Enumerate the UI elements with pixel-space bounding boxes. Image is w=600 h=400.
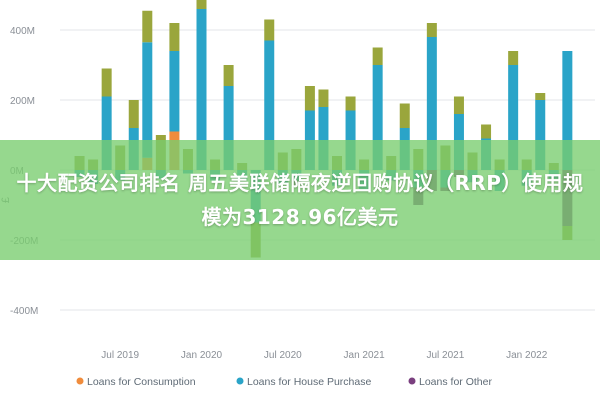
bar-loans-for-house-purchase (142, 42, 153, 158)
x-tick-label: Jul 2021 (426, 350, 464, 361)
bar-loans-for-house-purchase (535, 100, 546, 170)
bar-loans-for-house-purchase (101, 96, 112, 170)
x-tick-label: Jul 2020 (264, 350, 302, 361)
bar-loans-for-house-purchase (264, 40, 275, 170)
bar-total (142, 10, 153, 43)
bar-total (426, 23, 437, 37)
legend: Loans for Consumption Loans for House Pur… (76, 376, 492, 388)
bar-total (372, 47, 383, 65)
bar-total (508, 51, 519, 65)
bar-total (223, 65, 234, 86)
bar-total (399, 103, 410, 128)
bar-total (345, 96, 356, 111)
legend-label: Loans for Other (419, 376, 492, 388)
bar-loans-for-house-purchase (223, 86, 234, 170)
y-tick-label: 200M (10, 96, 35, 107)
bar-total (481, 124, 492, 139)
bar-loans-for-house-purchase (318, 107, 329, 170)
bar-total (264, 19, 275, 41)
bar-loans-for-house-purchase (426, 37, 437, 170)
bar-loans-for-house-purchase (169, 51, 180, 132)
overlay-banner: 十大配资公司排名 周五美联储隔夜逆回购协议（RRP）使用规模为3128.96亿美… (0, 140, 600, 260)
x-tick-label: Jan 2021 (344, 350, 386, 361)
x-tick-label: Jan 2020 (181, 350, 223, 361)
legend-label: Loans for Consumption (87, 376, 196, 388)
banner-headline: 十大配资公司排名 周五美联储隔夜逆回购协议（RRP）使用规模为3128.96亿美… (16, 171, 584, 229)
bar-loans-for-house-purchase (196, 9, 207, 170)
bar-total (101, 68, 112, 97)
bar-total (196, 0, 207, 9)
x-axis-ticks: Jul 2019 Jan 2020 Jul 2020 Jan 2021 Jul 2021… (101, 350, 547, 361)
bar-loans-for-house-purchase (562, 51, 573, 170)
bar-total (304, 86, 315, 111)
bar-total (453, 96, 464, 114)
bar-total (128, 100, 139, 128)
y-tick-label: 400M (10, 26, 35, 37)
legend-marker (408, 377, 416, 385)
legend-label: Loans for House Purchase (247, 376, 371, 388)
bar-total (318, 89, 329, 107)
legend-marker (236, 377, 244, 385)
bar-total (169, 23, 180, 51)
y-tick-label: -400M (10, 306, 38, 317)
bar-loans-for-house-purchase (508, 65, 519, 170)
bar-total (535, 93, 546, 100)
x-tick-label: Jan 2022 (506, 350, 548, 361)
legend-marker (76, 377, 84, 385)
x-tick-label: Jul 2019 (101, 350, 139, 361)
bar-loans-for-house-purchase (372, 65, 383, 170)
